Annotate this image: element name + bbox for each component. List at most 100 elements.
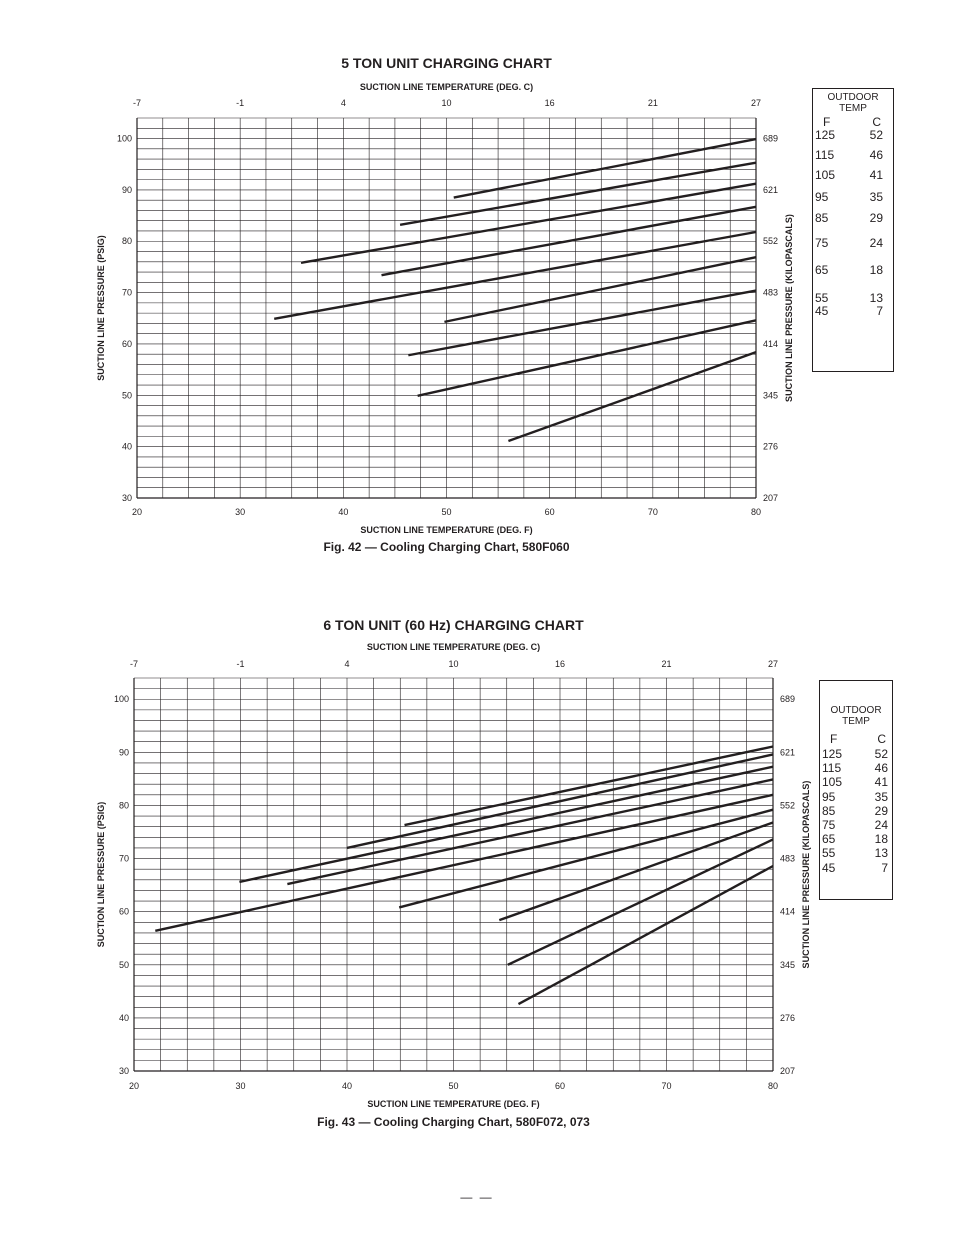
y2-tick-label: 345	[780, 960, 795, 970]
x2-tick-label: 27	[768, 659, 778, 669]
x2-axis-label: SUCTION LINE TEMPERATURE (DEG. C)	[367, 642, 540, 652]
x2-tick-label: -7	[130, 659, 138, 669]
y-tick-label: 60	[122, 339, 132, 349]
legend-c-value: 41	[869, 168, 883, 182]
legend-subtitle: TEMP	[839, 103, 867, 114]
legend-f-value: 105	[815, 168, 836, 182]
y-tick-label: 80	[122, 236, 132, 246]
y2-tick-label: 689	[780, 694, 795, 704]
legend-c-value: 29	[869, 211, 883, 225]
y2-tick-label: 345	[763, 390, 778, 400]
x-axis-label: SUCTION LINE TEMPERATURE (DEG. F)	[367, 1099, 539, 1109]
y2-tick-label: 207	[763, 493, 778, 503]
legend-f-value: 45	[815, 304, 829, 318]
legend-f-value: 45	[822, 860, 836, 875]
chart-svg: 5 TON UNIT CHARGING CHART SUCTION LINE TE…	[96, 55, 794, 554]
legend-outdoor-temp: OUTDOOR TEMP F C 125 52 115 46 105 41 95 35 85 29 75 24…	[819, 680, 893, 900]
legend-f-value: 125	[822, 747, 843, 761]
y-tick-label: 40	[119, 1013, 129, 1023]
legend-f-value: 115	[822, 761, 842, 776]
series-line-115f	[346, 753, 774, 850]
legend-f-value: F	[830, 732, 838, 746]
series-line-95f	[381, 205, 757, 277]
legend-c-value: 18	[869, 263, 883, 277]
x-tick-label: 40	[342, 1081, 352, 1091]
legend-f-value: 95	[815, 190, 829, 204]
x-tick-label: 70	[661, 1081, 671, 1091]
legend-f-value: 105	[822, 775, 843, 790]
y2-tick-label: 621	[763, 185, 778, 195]
series-line-55f	[417, 319, 757, 397]
y2-tick-label: 414	[780, 907, 795, 917]
x-tick-label: 80	[768, 1081, 778, 1091]
series-line-45f	[507, 351, 757, 443]
series-lines	[273, 137, 757, 443]
legend-c-value: 13	[869, 291, 883, 305]
series-line-65f	[498, 821, 774, 922]
legend-c-value: 13	[874, 846, 888, 861]
x2-tick-label: 16	[545, 98, 555, 108]
legend-c-value: C	[872, 115, 881, 129]
legend-f-value: F	[823, 115, 831, 129]
legend-f-value: 65	[815, 263, 829, 277]
y-tick-label: 90	[119, 747, 129, 757]
y-tick-label: 60	[119, 907, 129, 917]
chart-6-ton: 6 TON UNIT (60 Hz) CHARGING CHART SUCTION…	[0, 600, 954, 1160]
y2-tick-label: 207	[780, 1066, 795, 1076]
series-line-125f	[453, 137, 757, 199]
x-tick-label: 50	[441, 507, 451, 517]
chart-title: 5 TON UNIT CHARGING CHART	[341, 55, 552, 71]
x-tick-label: 40	[338, 507, 348, 517]
y-tick-label: 100	[114, 694, 129, 704]
series-line-85f	[155, 793, 774, 932]
legend-outdoor-temp: OUTDOOR TEMP F C 125 52 115 46 105 41 95 35 85 29 75 24…	[812, 88, 894, 372]
legend-f-value: 75	[815, 236, 829, 250]
legend-c-value: 52	[874, 747, 888, 761]
x-axis-label: SUCTION LINE TEMPERATURE (DEG. F)	[360, 525, 532, 535]
legend-f-value: 125	[815, 128, 836, 142]
x-tick-label: 60	[545, 507, 555, 517]
x-tick-label: 30	[235, 507, 245, 517]
figure-caption: Fig. 42 — Cooling Charging Chart, 580F06…	[323, 540, 569, 554]
y2-tick-label: 689	[763, 134, 778, 144]
y-tick-label: 40	[122, 442, 132, 452]
y2-tick-label: 483	[780, 854, 795, 864]
legend-c-value: 18	[874, 832, 888, 847]
series-line-105f	[239, 765, 774, 884]
x2-tick-label: 27	[751, 98, 761, 108]
y-axis-label: SUCTION LINE PRESSURE (PSIG)	[96, 235, 106, 381]
legend-f-value: 85	[822, 803, 836, 818]
x2-tick-label: -7	[133, 98, 141, 108]
y-tick-label: 70	[119, 854, 129, 864]
x2-tick-label: 10	[448, 659, 458, 669]
legend-c-value: 29	[874, 803, 888, 818]
legend-f-value: 115	[815, 148, 835, 162]
y-tick-label: 70	[122, 288, 132, 298]
legend-c-value: 7	[881, 860, 888, 875]
y-tick-label: 100	[117, 134, 132, 144]
x-tick-label: 20	[132, 507, 142, 517]
figure-caption: Fig. 43 — Cooling Charging Chart, 580F07…	[317, 1115, 590, 1129]
x-tick-label: 60	[555, 1081, 565, 1091]
y2-axis-label: SUCTION LINE PRESSURE (KILOPASCALS)	[784, 214, 794, 402]
chart-svg: 6 TON UNIT (60 Hz) CHARGING CHART SUCTION…	[96, 617, 811, 1129]
series-line-75f	[444, 255, 757, 324]
y2-tick-label: 414	[763, 339, 778, 349]
y-axis-label: SUCTION LINE PRESSURE (PSIG)	[96, 802, 106, 948]
page-footer: — —	[460, 1190, 494, 1204]
y2-tick-label: 552	[780, 800, 795, 810]
series-line-125f	[404, 745, 774, 827]
legend-subtitle: TEMP	[842, 716, 870, 727]
series-line-115f	[399, 161, 757, 226]
y2-tick-label: 276	[780, 1013, 795, 1023]
legend-f-value: 65	[822, 832, 836, 847]
x-tick-label: 30	[235, 1081, 245, 1091]
x2-tick-label: -1	[236, 98, 244, 108]
y2-tick-label: 483	[763, 288, 778, 298]
legend-title: OUTDOOR	[827, 92, 879, 103]
series-line-105f	[300, 182, 757, 264]
y2-tick-label: 552	[763, 236, 778, 246]
legend-c-value: 24	[869, 236, 883, 250]
x-tick-label: 70	[648, 507, 658, 517]
y2-tick-label: 621	[780, 747, 795, 757]
